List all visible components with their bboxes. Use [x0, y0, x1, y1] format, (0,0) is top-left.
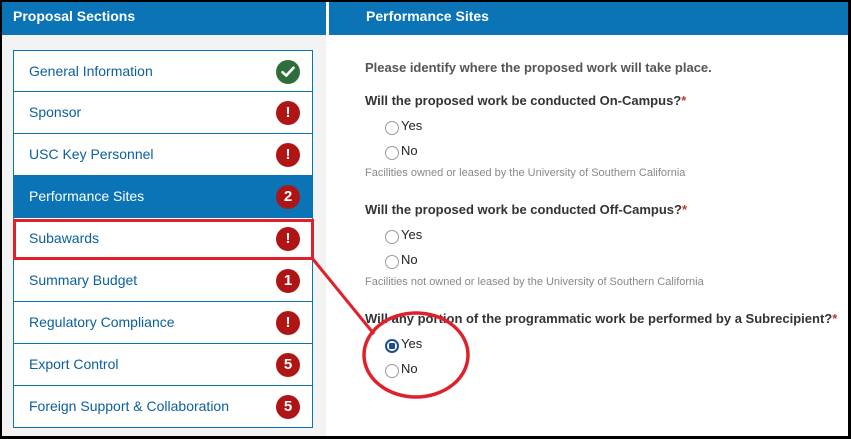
nav-item-label: Performance Sites	[29, 188, 145, 204]
nav-item-label: Sponsor	[29, 104, 82, 120]
question-text: Will the proposed work be conducted On-C…	[365, 93, 682, 108]
proposal-sections-header: Proposal Sections	[2, 2, 326, 35]
radio-label: No	[401, 143, 418, 158]
form-intro-text: Please identify where the proposed work …	[365, 60, 712, 75]
question-text: Will the proposed work be conducted Off-…	[365, 202, 682, 217]
error-count-badge: 2	[276, 185, 300, 209]
required-marker: *	[681, 202, 688, 217]
question-on-campus: Will the proposed work be conducted On-C…	[365, 93, 686, 108]
nav-item-subawards[interactable]: Subawards !	[13, 218, 313, 260]
nav-item-performance-sites[interactable]: Performance Sites 2	[13, 176, 313, 218]
radio-button[interactable]	[385, 364, 399, 378]
nav-item-summary-budget[interactable]: Summary Budget 1	[13, 260, 313, 302]
nav-item-regulatory-compliance[interactable]: Regulatory Compliance !	[13, 302, 313, 344]
radio-button[interactable]	[385, 121, 399, 135]
required-marker: *	[832, 311, 838, 326]
nav-item-label: Subawards	[29, 230, 100, 246]
error-count-badge: 1	[276, 269, 300, 293]
nav-item-label: Summary Budget	[29, 272, 138, 288]
radio-button[interactable]	[385, 230, 399, 244]
radio-button[interactable]	[385, 255, 399, 269]
performance-sites-header: Performance Sites	[329, 2, 848, 35]
on-campus-help-text: Facilities owned or leased by the Univer…	[365, 167, 686, 179]
error-icon: !	[276, 227, 300, 251]
radio-button-selected[interactable]	[385, 339, 399, 353]
nav-item-general-information[interactable]: General Information	[13, 50, 313, 92]
nav-item-sponsor[interactable]: Sponsor !	[13, 92, 313, 134]
question-off-campus: Will the proposed work be conducted Off-…	[365, 202, 687, 217]
error-icon: !	[276, 311, 300, 335]
nav-item-label: Foreign Support & Collaboration	[29, 398, 230, 414]
off-campus-help-text: Facilities not owned or leased by the Un…	[365, 276, 704, 288]
question-text: Will any portion of the programmatic wor…	[365, 311, 833, 326]
radio-label: Yes	[401, 118, 423, 133]
panel-divider	[326, 2, 329, 436]
check-icon	[276, 60, 300, 84]
error-icon: !	[276, 101, 300, 125]
radio-label: No	[401, 361, 418, 376]
error-icon: !	[276, 143, 300, 167]
error-count-badge: 5	[276, 395, 300, 419]
question-subrecipient: Will any portion of the programmatic wor…	[365, 311, 837, 326]
radio-label: No	[401, 252, 418, 267]
nav-item-label: General Information	[29, 63, 153, 79]
nav-item-usc-key-personnel[interactable]: USC Key Personnel !	[13, 134, 313, 176]
required-marker: *	[681, 93, 687, 108]
nav-item-label: Regulatory Compliance	[29, 314, 175, 330]
nav-item-label: USC Key Personnel	[29, 146, 154, 162]
nav-item-foreign-support[interactable]: Foreign Support & Collaboration 5	[13, 386, 313, 428]
radio-label: Yes	[401, 336, 423, 351]
error-count-badge: 5	[276, 353, 300, 377]
radio-label: Yes	[401, 227, 423, 242]
nav-item-export-control[interactable]: Export Control 5	[13, 344, 313, 386]
radio-button[interactable]	[385, 146, 399, 160]
section-nav-list: General Information Sponsor ! USC Key Pe…	[13, 50, 313, 428]
nav-item-label: Export Control	[29, 356, 119, 372]
